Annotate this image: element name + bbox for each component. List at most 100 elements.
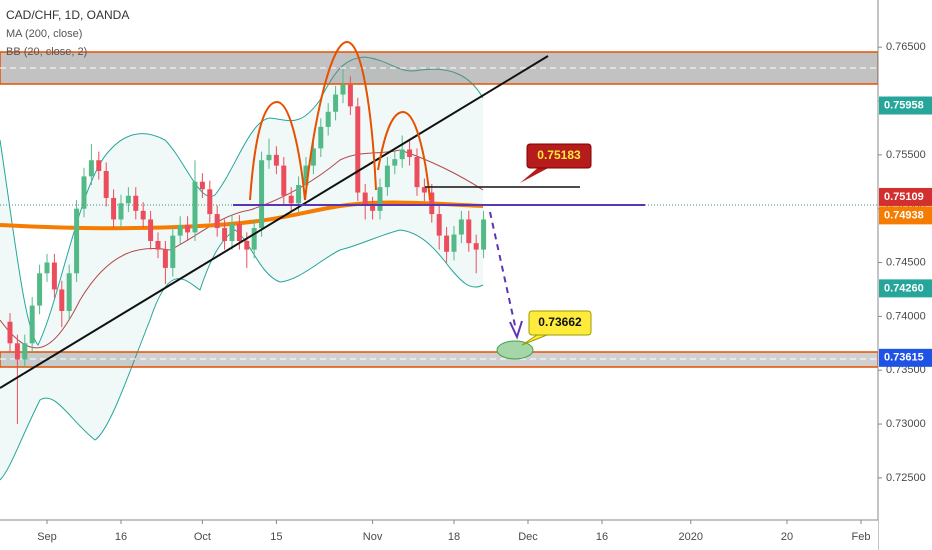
candle-body: [458, 219, 464, 235]
candle-body: [125, 195, 131, 204]
candle-body: [140, 210, 146, 220]
x-tick-label: 16: [115, 531, 127, 543]
candle-body: [222, 228, 228, 241]
candle-body: [303, 165, 309, 185]
candle-body: [355, 106, 361, 193]
candle-body: [444, 235, 450, 252]
price-label-box: [879, 348, 932, 367]
y-tick-label: 0.74000: [886, 310, 926, 322]
candle-body: [81, 176, 87, 209]
candle-body: [281, 165, 287, 196]
callout-box: [528, 310, 592, 336]
candle-body: [177, 224, 183, 236]
bollinger-fill: [0, 57, 483, 480]
candle-body: [384, 165, 390, 188]
candle-body: [22, 343, 28, 360]
candle-body: [214, 214, 220, 229]
price-label-box: [879, 279, 932, 298]
drawings: 0.75183 0.73662: [0, 40, 645, 389]
candle-body: [429, 192, 435, 215]
candle-body: [310, 148, 316, 166]
candle-body: [88, 160, 94, 177]
price-label: 0.74260: [884, 282, 924, 294]
candle-body: [207, 189, 213, 215]
candle-body: [466, 219, 472, 244]
candle-body: [229, 223, 235, 241]
candle-body: [325, 111, 331, 127]
candle-body: [399, 149, 405, 160]
candle-body: [96, 160, 102, 172]
candle-body: [340, 84, 346, 95]
candle-body: [451, 234, 457, 252]
x-tick-label: Nov: [363, 531, 383, 543]
candle-body: [7, 321, 13, 344]
candle-body: [362, 192, 368, 206]
y-tick-label: 0.73500: [886, 364, 926, 376]
candle-body: [74, 208, 80, 274]
candle-body: [288, 195, 294, 204]
candle-body: [392, 159, 398, 166]
candle-body: [473, 243, 479, 250]
callout-box: [526, 143, 592, 169]
price-label: 0.75109: [884, 191, 924, 203]
candle-body: [185, 224, 191, 233]
candle-body: [111, 197, 117, 220]
right-shoulder: [377, 110, 431, 201]
bollinger-lower: [0, 229, 484, 481]
x-tick-label: 15: [270, 531, 282, 543]
candle-body: [29, 305, 35, 344]
legend-indicator: MA (200, close): [6, 28, 82, 40]
time-axis: [0, 520, 878, 550]
moving-average: [0, 200, 484, 231]
candle-body: [192, 181, 198, 233]
projection-arrow: [489, 211, 517, 331]
y-tick-label: 0.75500: [886, 149, 926, 161]
candle-body: [421, 187, 427, 193]
trend-line: [0, 55, 549, 389]
candle-body: [481, 219, 487, 250]
x-tick-label: 18: [448, 531, 460, 543]
candle-body: [14, 343, 20, 360]
callout-label: 0.75183: [537, 148, 581, 162]
target-ellipse: [496, 340, 534, 360]
x-tick-label: Feb: [851, 531, 870, 543]
legend-title: CAD/CHF, 1D, OANDA: [6, 8, 129, 22]
candle-body: [162, 249, 168, 268]
price-axis: [878, 0, 932, 550]
candle-body: [44, 262, 50, 274]
axes: 0.725000.730000.735000.740000.745000.750…: [37, 41, 932, 543]
candle-body: [170, 235, 176, 268]
candle-body: [103, 171, 109, 198]
candle-body: [51, 262, 57, 290]
candle-body: [273, 154, 279, 166]
candle-body: [407, 149, 413, 158]
legend-indicator: BB (20, close, 2): [6, 46, 87, 58]
candles: [7, 68, 487, 425]
y-tick-label: 0.73000: [886, 418, 926, 430]
candle-body: [370, 205, 376, 211]
price-label: 0.74938: [884, 209, 924, 221]
x-tick-label: Sep: [37, 531, 57, 543]
head: [304, 40, 377, 201]
candle-body: [259, 160, 265, 229]
y-tick-label: 0.74500: [886, 256, 926, 268]
price-label-box: [879, 96, 932, 115]
candle-body: [118, 203, 124, 220]
callout-pointer: [520, 166, 552, 183]
candle-body: [251, 228, 257, 250]
y-tick-label: 0.72500: [886, 472, 926, 484]
x-tick-label: 2020: [679, 531, 703, 543]
candle-body: [318, 126, 324, 149]
candle-body: [133, 195, 139, 211]
arrow-head: [509, 320, 523, 340]
candle-body: [414, 157, 420, 188]
candle-body: [377, 187, 383, 211]
candle-body: [199, 181, 205, 190]
price-label-box: [879, 206, 932, 225]
candle-body: [436, 214, 442, 236]
candle-body: [244, 240, 250, 250]
x-tick-label: 16: [596, 531, 608, 543]
candle-body: [37, 273, 43, 306]
price-label: 0.75958: [884, 99, 924, 111]
